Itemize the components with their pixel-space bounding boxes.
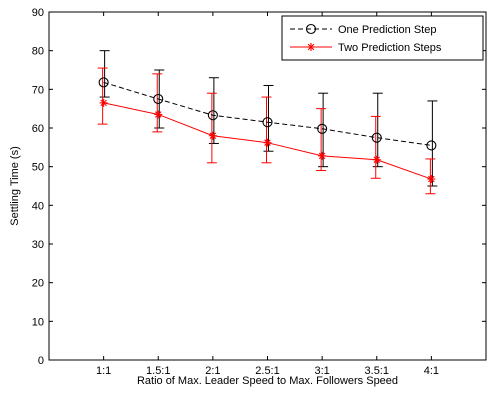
x-tick-label-1: 1.5:1 <box>146 365 170 377</box>
y-tick-label-6: 60 <box>32 123 44 135</box>
errorbar-1-5 <box>370 115 381 179</box>
legend-label-0: One Prediction Step <box>338 24 436 36</box>
errorbar-0-5 <box>372 92 383 168</box>
legend-entry-1: Two Prediction Steps <box>290 42 442 54</box>
x-axis-label: Ratio of Max. Leader Speed to Max. Follo… <box>137 375 398 387</box>
series-line-0 <box>103 81 432 146</box>
legend-marker-0 <box>305 23 317 35</box>
x-tick-label-4: 3:1 <box>314 365 329 377</box>
data-point-1-0 <box>99 98 108 107</box>
errorbar-1-0 <box>97 67 108 125</box>
data-point-1-1 <box>154 110 163 119</box>
errorbar-1-2 <box>206 92 217 164</box>
x-tick-label-5: 3.5:1 <box>365 365 389 377</box>
errorbars-layer <box>97 50 438 195</box>
y-tick-label-3: 30 <box>32 239 44 251</box>
y-tick-label-5: 50 <box>32 162 44 174</box>
series-layer <box>98 77 437 184</box>
data-point-1-4 <box>318 151 327 160</box>
errorbar-0-6 <box>427 100 438 187</box>
data-point-1-5-stroke-3 <box>373 156 381 163</box>
data-point-1-6 <box>427 175 436 184</box>
data-point-0-1 <box>153 93 164 105</box>
ticks-layer: 0 10 20 30 40 50 60 70 80 90 1:1 1.5:1 2:1 2.5:1 3:1 3.… <box>32 7 486 377</box>
errorbar-1-6 <box>425 158 436 195</box>
x-tick-label-0: 1:1 <box>96 365 111 377</box>
errorbar-0-0 <box>99 50 110 98</box>
data-point-1-2 <box>208 131 217 140</box>
data-point-0-2 <box>207 110 218 121</box>
legend-entries: One Prediction Step Two Prediction Steps <box>290 23 442 54</box>
data-point-1-3-stroke-3 <box>264 139 271 146</box>
legend-marker-1-stroke-3 <box>307 43 315 51</box>
data-point-0-0 <box>98 77 109 88</box>
data-point-0-3 <box>262 117 273 128</box>
data-point-0-5 <box>371 132 382 143</box>
x-tick-label-6: 4:1 <box>424 365 439 377</box>
data-point-1-6-stroke-3 <box>428 175 435 183</box>
data-point-1-4-stroke-3 <box>318 152 326 160</box>
legend-label-1: Two Prediction Steps <box>338 42 442 54</box>
y-tick-label-7: 70 <box>32 84 44 96</box>
y-tick-label-8: 80 <box>32 46 44 58</box>
errorbar-0-3 <box>263 84 274 152</box>
x-tick-label-3: 2.5:1 <box>255 365 279 377</box>
y-tick-label-4: 40 <box>32 200 44 212</box>
data-point-0-4 <box>317 123 328 134</box>
y-axis-label: Settling Time (s) <box>9 146 21 225</box>
errorbar-1-3 <box>261 96 272 164</box>
data-point-1-0-stroke-3 <box>100 99 107 107</box>
legend-marker-1 <box>307 43 315 51</box>
errorbar-1-4 <box>316 108 327 172</box>
data-point-1-5 <box>372 155 381 164</box>
legend-entry-0: One Prediction Step <box>290 23 436 36</box>
legend: One Prediction Step Two Prediction Steps <box>281 15 484 61</box>
data-point-1-1-stroke-3 <box>154 111 162 118</box>
y-tick-label-2: 20 <box>32 278 44 290</box>
data-point-1-2-stroke-3 <box>209 132 217 140</box>
errorbar-1-1 <box>152 73 163 133</box>
x-tick-label-2: 2:1 <box>205 365 220 377</box>
legend-box <box>281 15 484 61</box>
data-point-0-6 <box>426 140 437 151</box>
y-tick-label-0: 0 <box>38 355 44 367</box>
y-tick-label-1: 10 <box>32 316 44 328</box>
y-tick-label-9: 90 <box>32 7 44 19</box>
data-point-1-3 <box>263 138 272 147</box>
